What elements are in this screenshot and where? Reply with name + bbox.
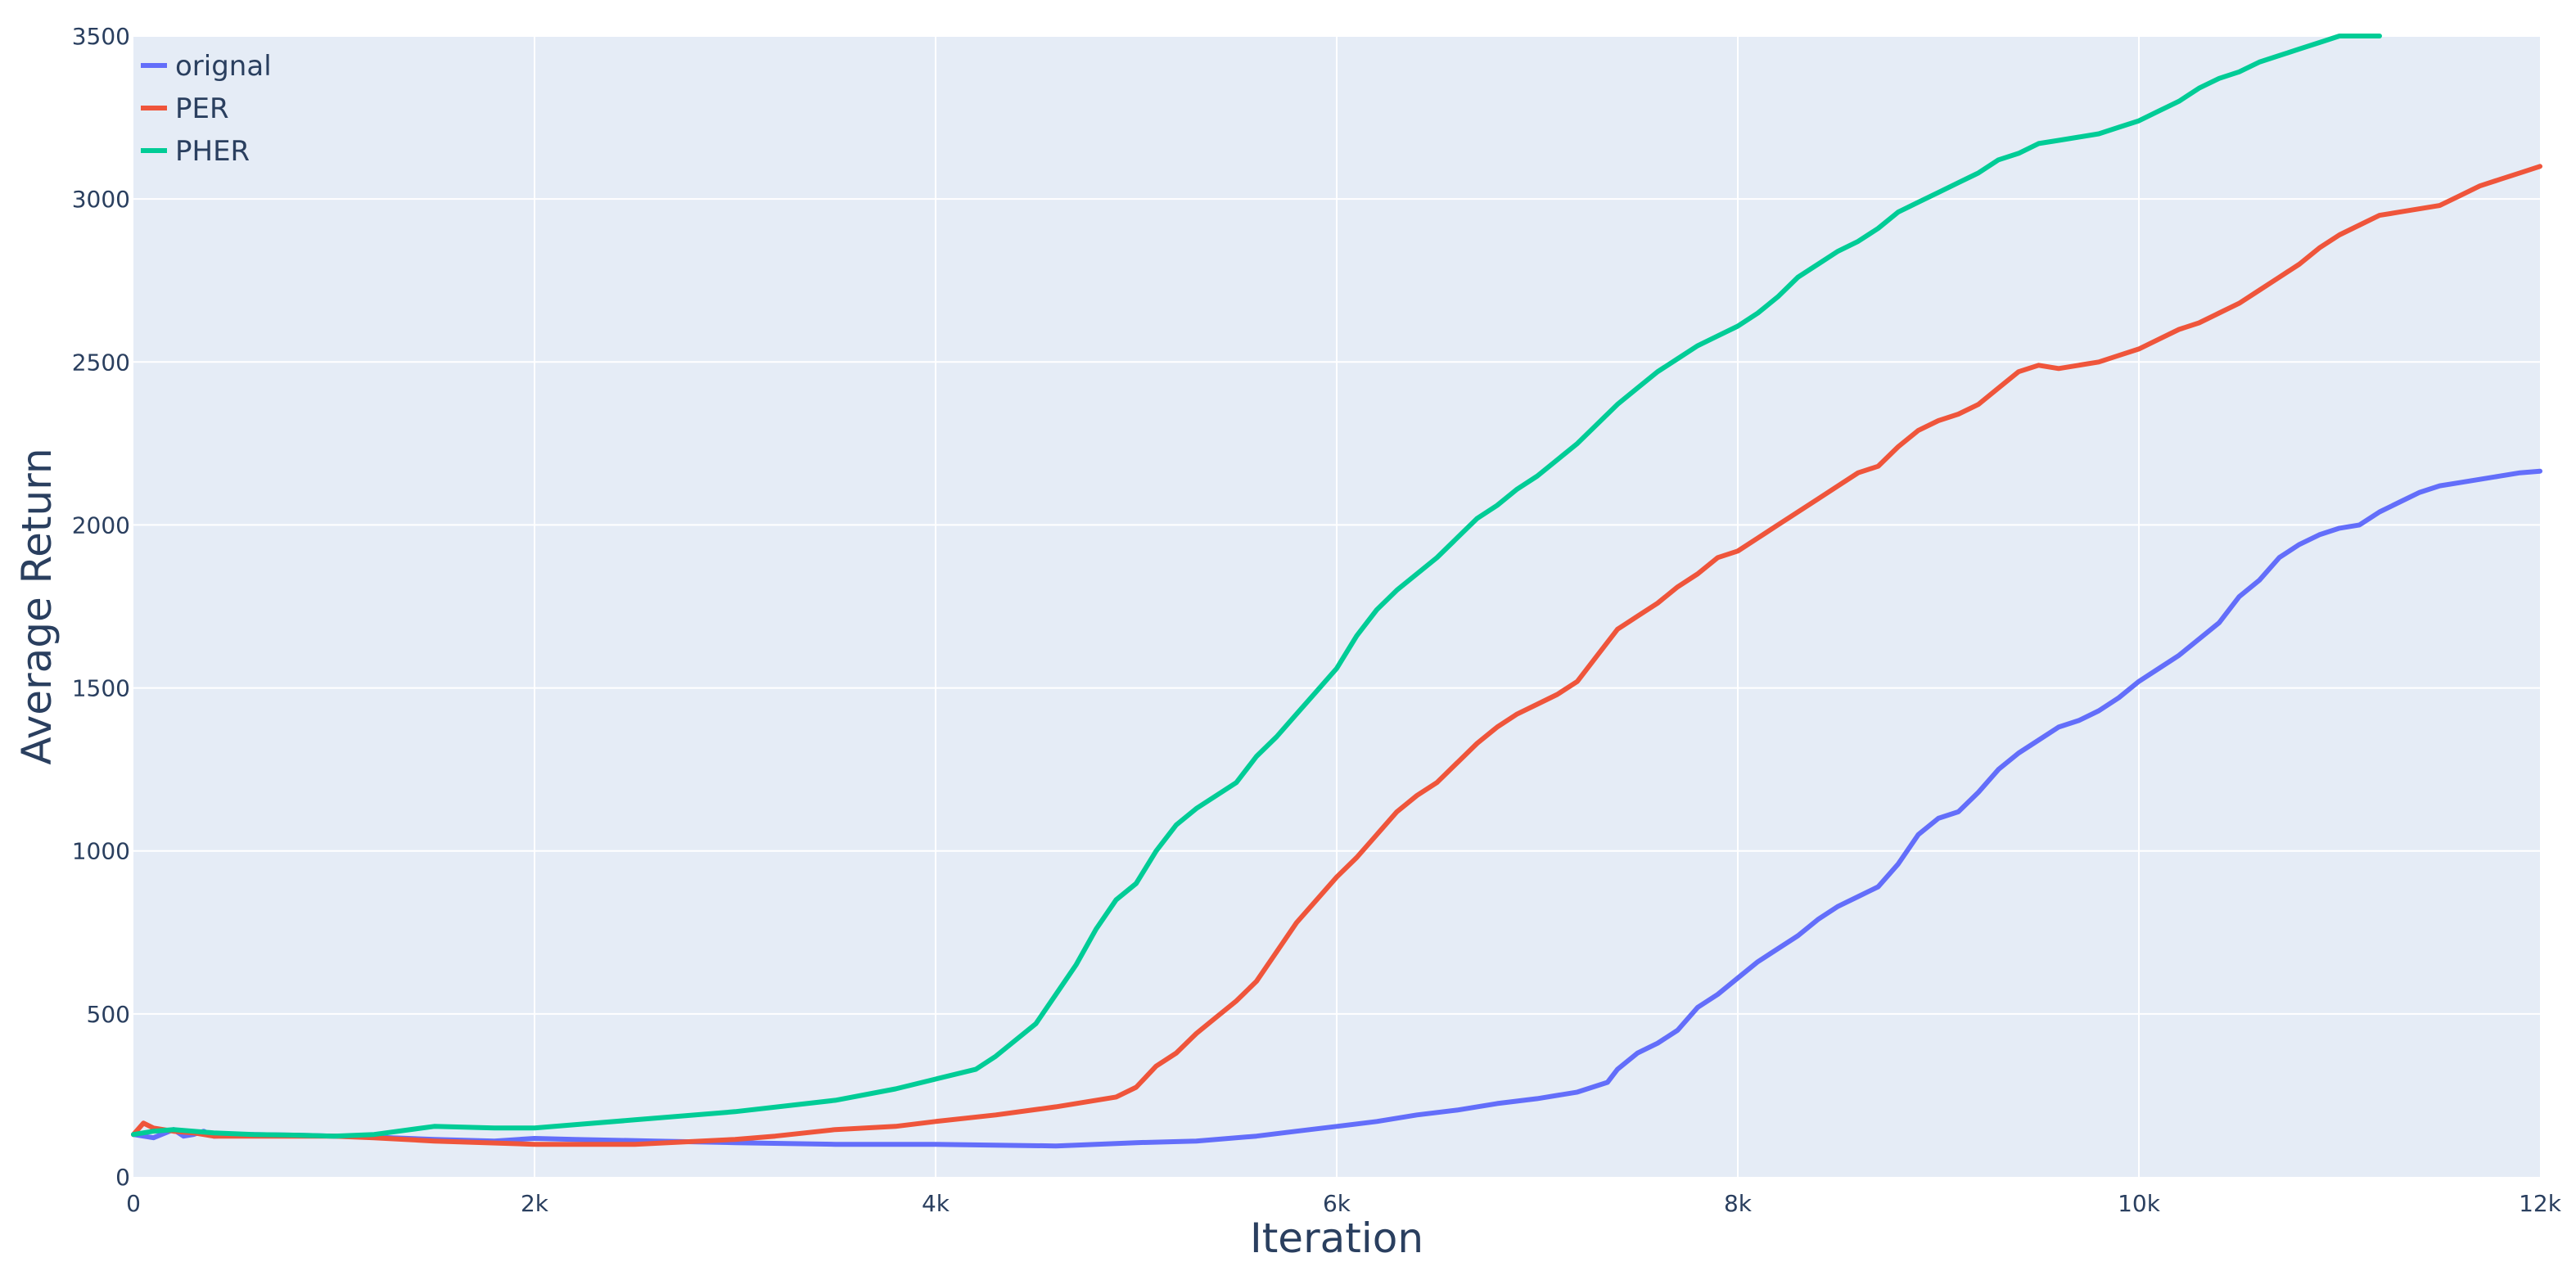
- legend-label: orignal: [175, 50, 272, 83]
- x-axis-title: Iteration: [1250, 1215, 1423, 1262]
- y-tick-label: 500: [87, 1001, 130, 1028]
- legend-item-per[interactable]: PER: [141, 92, 229, 125]
- series-line-per: [131, 164, 2542, 1147]
- x-tick-label: 10k: [2118, 1190, 2161, 1217]
- series-layer: [131, 34, 2542, 1149]
- x-axis-ticks: 0 2k 4k 6k 8k 10k 12k: [126, 1190, 2562, 1217]
- y-tick-label: 2500: [72, 349, 130, 376]
- series-line-pher: [131, 34, 2382, 1139]
- grid-lines: [133, 35, 2540, 1177]
- x-tick-label: 8k: [1724, 1190, 1753, 1217]
- y-tick-label: 3000: [72, 186, 130, 213]
- legend-label: PER: [175, 92, 229, 125]
- y-tick-label: 3500: [72, 23, 130, 50]
- y-tick-label: 1000: [72, 838, 130, 865]
- x-tick-label: 6k: [1323, 1190, 1351, 1217]
- x-tick-label: 2k: [521, 1190, 549, 1217]
- legend-item-orignal[interactable]: orignal: [141, 50, 272, 83]
- series-line-orignal: [131, 468, 2542, 1149]
- y-axis-title: Average Return: [13, 448, 61, 764]
- y-tick-label: 0: [115, 1164, 130, 1191]
- y-axis-ticks: 0 500 1000 1500 2000 2500 3000 3500: [72, 23, 130, 1191]
- legend[interactable]: orignal PER PHER: [141, 50, 272, 168]
- x-tick-label: 4k: [922, 1190, 950, 1217]
- x-tick-label: 12k: [2519, 1190, 2562, 1217]
- legend-item-pher[interactable]: PHER: [141, 135, 250, 168]
- y-tick-label: 1500: [72, 675, 130, 702]
- x-tick-label: 0: [126, 1190, 141, 1217]
- legend-label: PHER: [175, 135, 250, 168]
- y-tick-label: 2000: [72, 512, 130, 539]
